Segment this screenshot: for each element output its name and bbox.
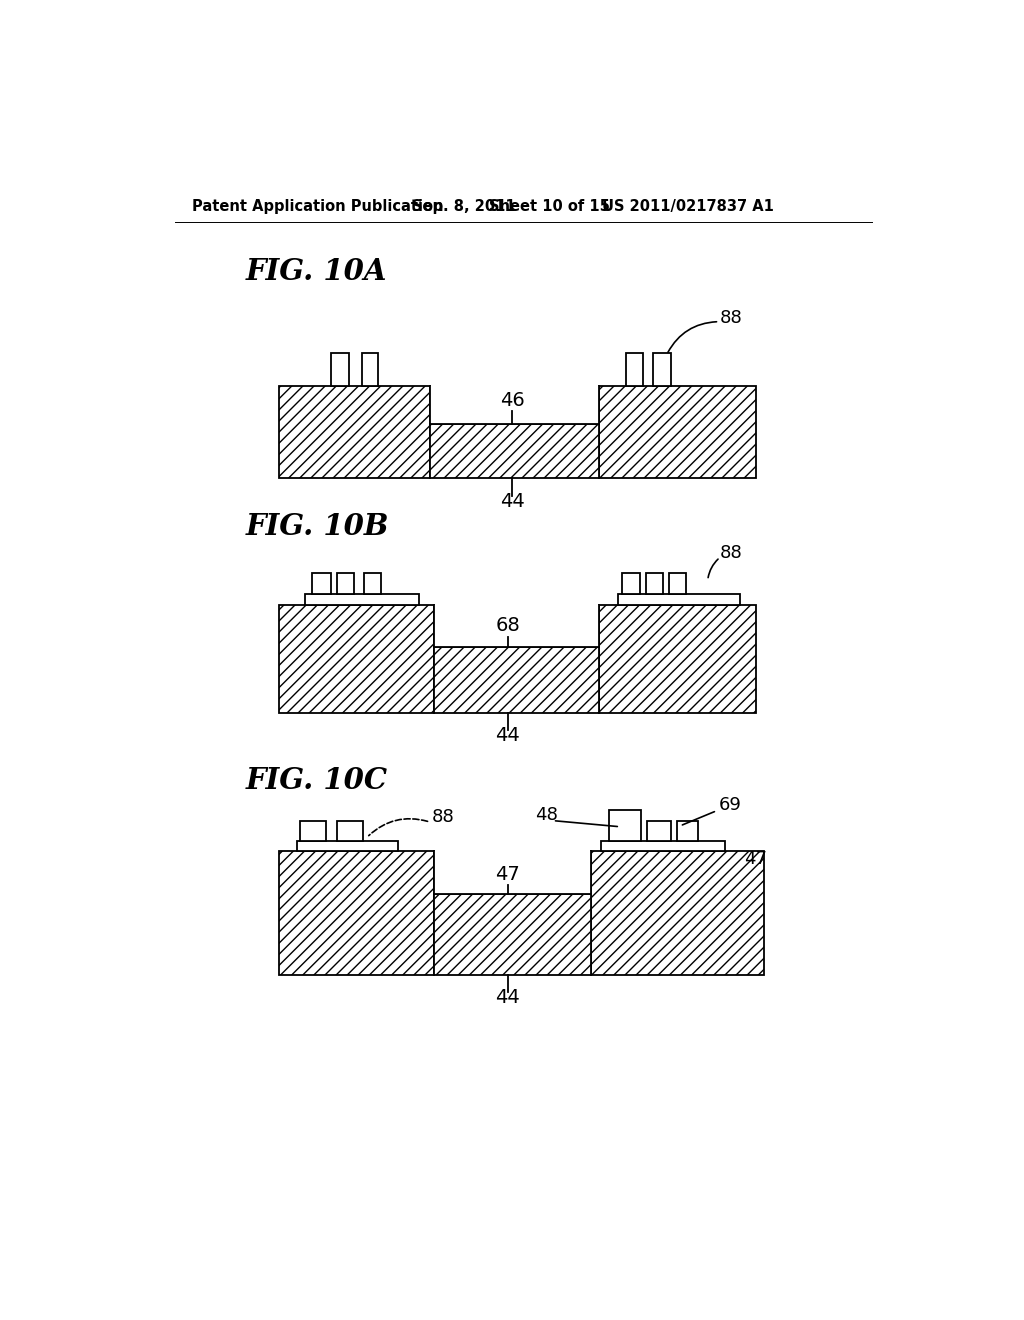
Bar xyxy=(362,354,378,385)
Bar xyxy=(617,594,740,605)
Bar xyxy=(300,821,326,841)
Text: 46: 46 xyxy=(500,392,524,411)
Text: FIG. 10C: FIG. 10C xyxy=(246,766,388,795)
Text: 69: 69 xyxy=(719,796,741,814)
Bar xyxy=(434,851,592,894)
Text: 47: 47 xyxy=(496,865,520,884)
Bar xyxy=(677,821,697,841)
Bar xyxy=(653,354,671,385)
Bar xyxy=(623,573,640,594)
Bar xyxy=(434,605,599,647)
Bar xyxy=(647,821,671,841)
Text: Sheet 10 of 15: Sheet 10 of 15 xyxy=(489,199,610,214)
Bar xyxy=(312,573,331,594)
Text: FIG. 10A: FIG. 10A xyxy=(246,257,387,286)
Bar xyxy=(280,851,434,974)
Bar xyxy=(331,354,349,385)
Text: 68: 68 xyxy=(496,616,520,635)
Bar xyxy=(337,821,362,841)
Text: 44: 44 xyxy=(500,491,524,511)
Bar xyxy=(297,841,397,851)
Bar xyxy=(599,605,756,713)
Bar xyxy=(608,810,641,841)
Bar xyxy=(434,894,592,974)
Text: 88: 88 xyxy=(432,808,455,826)
Text: 44: 44 xyxy=(496,726,520,746)
Bar xyxy=(430,385,599,424)
Bar xyxy=(364,573,381,594)
Bar xyxy=(599,385,756,478)
Bar xyxy=(434,647,599,713)
Bar xyxy=(337,573,354,594)
Bar xyxy=(646,573,663,594)
Text: 88: 88 xyxy=(720,544,742,562)
Bar xyxy=(592,851,764,974)
Text: Sep. 8, 2011: Sep. 8, 2011 xyxy=(413,199,516,214)
Text: 88: 88 xyxy=(719,309,742,327)
Bar xyxy=(430,424,599,478)
Bar xyxy=(280,385,430,478)
Text: FIG. 10B: FIG. 10B xyxy=(246,512,389,541)
Bar xyxy=(280,605,434,713)
Bar xyxy=(669,573,686,594)
Text: 44: 44 xyxy=(496,989,520,1007)
Text: US 2011/0217837 A1: US 2011/0217837 A1 xyxy=(602,199,774,214)
Text: 48: 48 xyxy=(536,807,558,824)
Bar xyxy=(627,354,643,385)
Text: 47: 47 xyxy=(744,850,767,869)
Bar xyxy=(305,594,419,605)
Text: Patent Application Publication: Patent Application Publication xyxy=(191,199,443,214)
Bar xyxy=(601,841,725,851)
